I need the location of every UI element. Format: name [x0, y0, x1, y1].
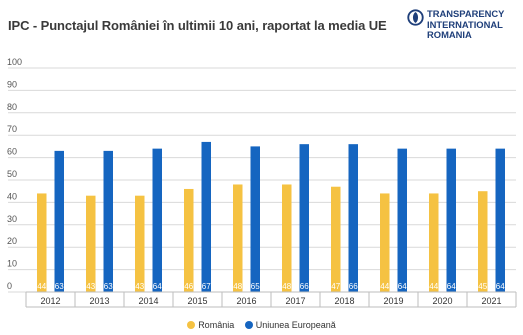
legend-item-romania: România [187, 320, 234, 330]
logo-line: ROMANIA [427, 29, 472, 40]
data-label: 43 [86, 282, 95, 291]
x-tick-label: 2013 [89, 296, 109, 306]
y-tick-label: 0 [7, 281, 12, 291]
x-tick-label: 2014 [138, 296, 158, 306]
data-label: 45 [478, 282, 487, 291]
legend-label: Uniunea Europeană [255, 320, 336, 330]
data-label: 46 [184, 282, 193, 291]
y-tick-label: 100 [7, 57, 22, 67]
bar [250, 146, 260, 292]
x-tick-label: 2018 [334, 296, 354, 306]
data-label: 48 [233, 282, 242, 291]
x-axis: 2012 2013 2014 2015 2016 2017 2018 2019 2020 2021 [25, 291, 517, 308]
bar [348, 144, 358, 292]
data-label: 47 [331, 282, 340, 291]
y-tick-label: 70 [7, 124, 17, 134]
data-label: 64 [398, 282, 407, 291]
data-label: 44 [37, 282, 46, 291]
bar [184, 188, 194, 292]
logo-line: TRANSPARENCY [427, 8, 505, 19]
bar [201, 141, 211, 292]
legend-item-eu: Uniunea Europeană [244, 320, 336, 330]
logo-line: INTERNATIONAL [427, 18, 503, 30]
data-label: 63 [104, 282, 113, 291]
bar [103, 150, 113, 292]
bar [135, 195, 145, 292]
y-tick-label: 20 [7, 236, 17, 246]
logo-text: TRANSPARENCY INTERNATIONAL ROMANIA [427, 8, 505, 41]
gridlines [8, 67, 516, 293]
bars: 44 43 43 46 48 48 47 44 44 45 63 63 64 67 65 66 66 64 64 64 [37, 141, 505, 292]
y-tick-label: 90 [7, 79, 17, 89]
data-label: 66 [349, 282, 358, 291]
bar [37, 193, 47, 292]
data-label: 44 [380, 282, 389, 291]
data-label: 64 [447, 282, 456, 291]
y-tick-label: 40 [7, 191, 17, 201]
data-label: 66 [300, 282, 309, 291]
data-label: 64 [496, 282, 505, 291]
x-tick-label: 2017 [285, 296, 305, 306]
y-tick-label: 10 [7, 259, 17, 269]
x-tick-label: 2020 [432, 296, 452, 306]
data-label: 65 [251, 282, 260, 291]
legend-swatch-romania [187, 321, 196, 329]
x-tick-label: 2016 [236, 296, 256, 306]
legend: România Uniunea Europeană [0, 320, 523, 330]
y-tick-label: 50 [7, 169, 17, 179]
bar [380, 193, 390, 292]
bar [446, 148, 456, 292]
legend-swatch-eu [244, 321, 253, 329]
y-tick-label: 30 [7, 214, 17, 224]
data-label: 44 [429, 282, 438, 291]
chart-title: IPC - Punctajul României în ultimii 10 a… [8, 18, 387, 33]
data-label: 48 [282, 282, 291, 291]
x-tick-label: 2019 [383, 296, 403, 306]
y-axis-ticks: 0 10 20 30 40 50 60 70 80 90 100 [7, 57, 22, 291]
bar [495, 148, 505, 292]
bar [478, 191, 488, 292]
bar [54, 150, 64, 292]
data-label: 43 [135, 282, 144, 291]
data-label: 67 [202, 282, 211, 291]
bar [429, 193, 439, 292]
data-label: 63 [55, 282, 64, 291]
x-tick-label: 2021 [481, 296, 501, 306]
bar [331, 186, 341, 292]
x-tick-label: 2012 [40, 296, 60, 306]
x-tick-label: 2015 [187, 296, 207, 306]
y-tick-label: 80 [7, 102, 17, 112]
data-label: 64 [153, 282, 162, 291]
bar [86, 195, 96, 292]
bar [397, 148, 407, 292]
bar [299, 144, 309, 292]
legend-label: România [198, 320, 235, 330]
y-tick-label: 60 [7, 147, 17, 157]
bar [152, 148, 162, 292]
transparency-globe-icon [407, 9, 424, 26]
bar [233, 184, 243, 292]
bar [282, 184, 292, 292]
transparency-international-logo: TRANSPARENCY INTERNATIONAL ROMANIA [407, 7, 517, 47]
